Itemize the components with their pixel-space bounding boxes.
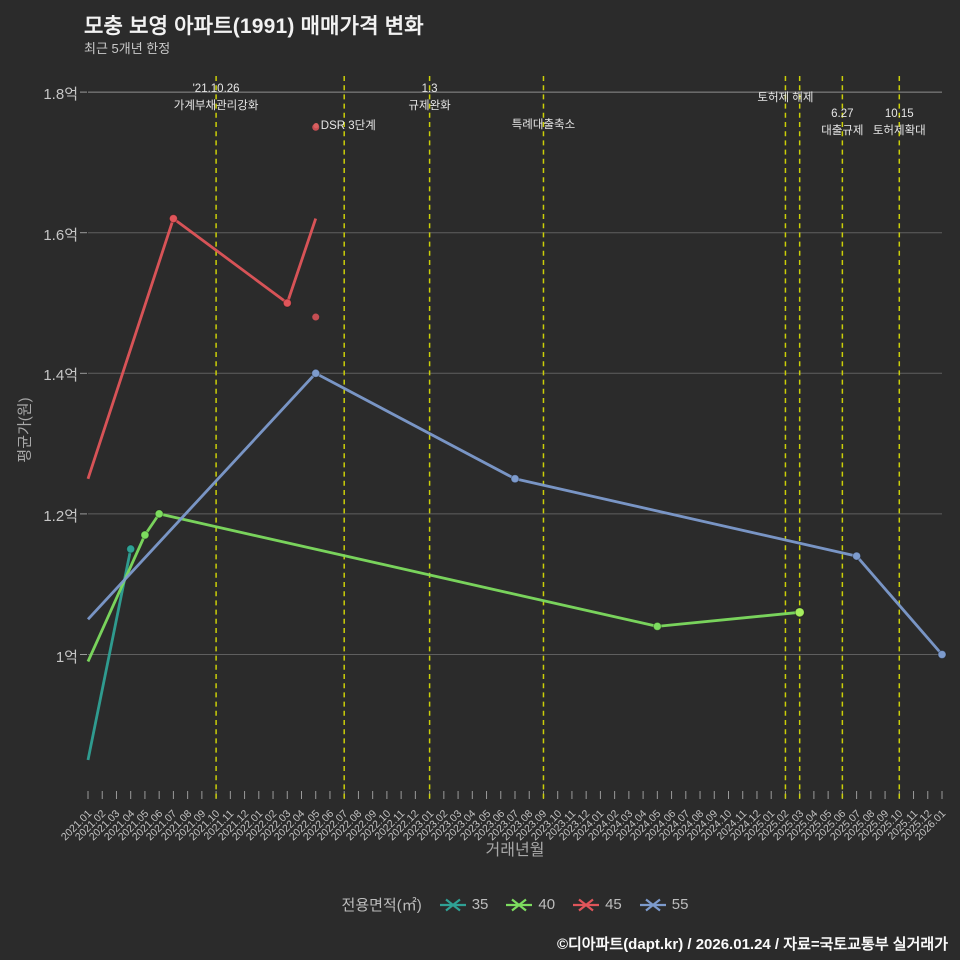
isolated-point-45[interactable] (312, 123, 320, 131)
series-line-45[interactable] (86, 217, 318, 480)
y-tick-label: 1.6억 (43, 226, 78, 244)
chart-subtitle: 최근 5개년 한정 (84, 41, 171, 56)
legend-marker-icon (439, 898, 466, 911)
event-annotation: 10.15 토허제확대 (872, 108, 926, 137)
legend-marker-icon (573, 898, 600, 911)
legend-item-40[interactable]: 40 (506, 896, 555, 913)
footer-credit: ©디아파트(dapt.kr) / 2026.01.24 / 자료=국토교통부 실… (556, 936, 948, 953)
legend: 전용면적(㎡) 35 40 45 55 (88, 894, 942, 915)
legend-item-45[interactable]: 45 (573, 896, 622, 913)
data-point-55[interactable] (937, 650, 947, 659)
event-annotation: ●DSR 3단계 (312, 118, 376, 132)
data-point-40[interactable] (154, 509, 164, 519)
event-annotation: 특례대출축소 (511, 119, 576, 131)
data-point-55[interactable] (510, 474, 520, 484)
event-annotation: 토허제 해제 (757, 92, 814, 104)
x-axis-title: 거래년월 (485, 842, 545, 859)
legend-items: 35 40 45 55 (439, 896, 689, 913)
data-point-40[interactable] (140, 530, 150, 540)
legend-marker-icon (506, 898, 533, 911)
legend-item-label: 40 (538, 896, 556, 913)
data-point-45[interactable] (168, 214, 178, 224)
annotation-dot-icon: ● (312, 118, 320, 132)
event-annotation: 6.27 대출규제 (821, 108, 864, 137)
data-point-40[interactable] (794, 607, 805, 618)
data-point-35[interactable] (126, 544, 136, 554)
data-point-40[interactable] (652, 621, 662, 631)
legend-item-label: 35 (471, 896, 489, 913)
y-tick-label: 1.8억 (43, 86, 78, 104)
legend-item-35[interactable]: 35 (439, 896, 489, 913)
isolated-point-45[interactable] (312, 313, 320, 321)
event-annotation: '21.10.26 가계부채관리강화 (173, 83, 259, 112)
legend-item-label: 55 (671, 896, 689, 913)
data-point-55[interactable] (311, 368, 321, 378)
series-line-40[interactable] (86, 512, 800, 663)
legend-item-label: 45 (605, 896, 622, 913)
data-point-55[interactable] (852, 551, 862, 561)
legend-item-55[interactable]: 55 (639, 896, 689, 913)
chart-title: 모충 보영 아파트(1991) 매매가격 변화 (84, 15, 424, 38)
legend-title: 전용면적(㎡) (341, 897, 422, 914)
y-tick-label: 1.2억 (43, 507, 78, 525)
legend-marker-icon (639, 898, 666, 911)
event-annotation: 1.3 규제완화 (408, 83, 451, 112)
y-axis-title: 평균가(원) (16, 397, 34, 463)
y-tick-label: 1억 (55, 648, 78, 666)
data-point-45[interactable] (282, 298, 292, 308)
y-tick-label: 1.4억 (43, 367, 78, 385)
